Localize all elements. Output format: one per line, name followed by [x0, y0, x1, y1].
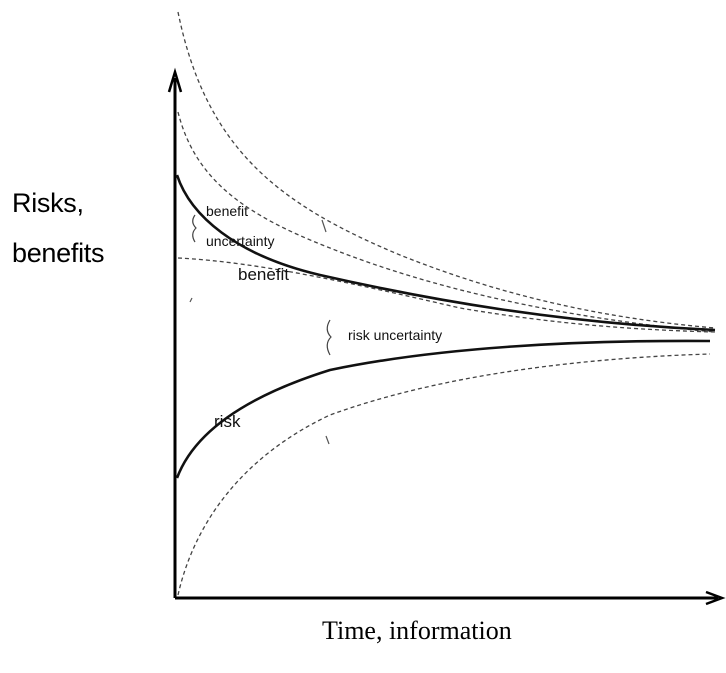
benefit-curve	[175, 174, 716, 332]
benefit-uncertainty-brace	[192, 214, 197, 243]
benefit-upper-bound-outer	[177, 11, 716, 329]
lower-tick-mark	[325, 435, 330, 445]
risk-curve	[175, 339, 711, 479]
risk-uncertainty-label: risk uncertainty	[348, 327, 442, 343]
benefit-upper-bound-inner	[177, 111, 716, 333]
small-tick-mark	[189, 297, 193, 303]
y-axis-label-line1: Risks,	[12, 188, 84, 218]
x-axis-label: Time, information	[322, 616, 512, 645]
risk-uncertainty-brace	[326, 319, 332, 356]
x-axis-arrow	[705, 590, 726, 606]
upper-tick-mark	[321, 219, 327, 233]
risk-lower-bound	[177, 353, 711, 596]
y-axis-arrow	[167, 67, 183, 93]
benefit-curve-label: benefit	[238, 265, 289, 284]
benefit-uncertainty-label-line2: uncertainty	[206, 233, 274, 249]
risk-curve-label: risk	[214, 412, 241, 431]
y-axis-label-line2: benefits	[12, 238, 105, 268]
benefit-uncertainty-label-line1: benefit	[206, 203, 248, 219]
benefit-lower-bound	[177, 257, 716, 333]
